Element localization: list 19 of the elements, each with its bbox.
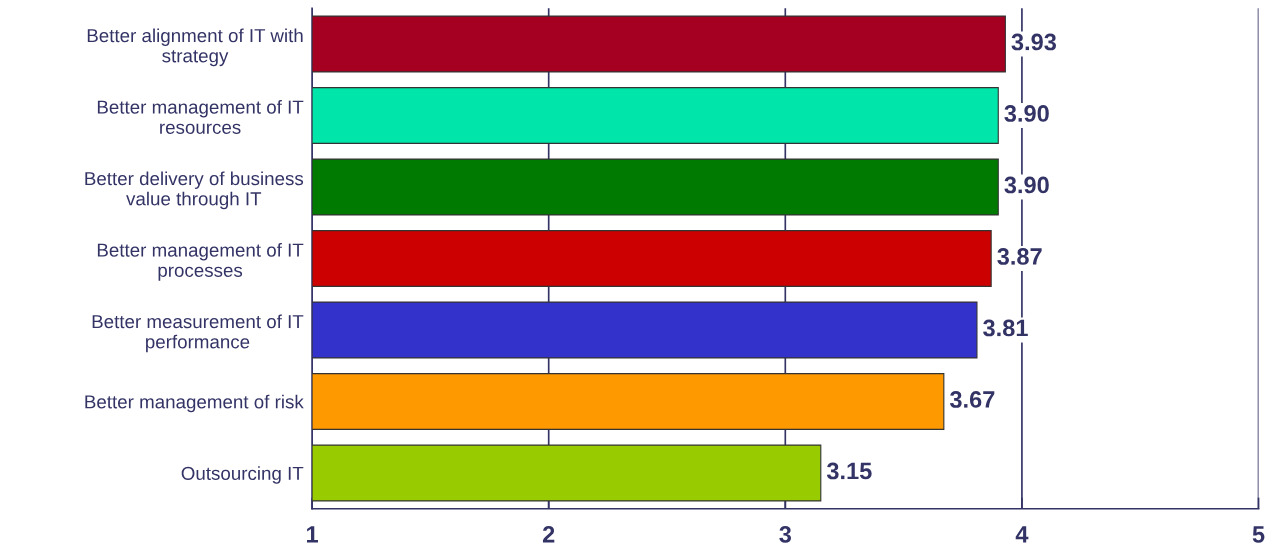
- y-tick-label: Better delivery of business value through IT: [85, 171, 304, 210]
- y-tick-label: Outsourcing IT: [181, 466, 304, 484]
- x-tick-label: 4: [1015, 526, 1029, 543]
- x-tick-label: 1: [307, 526, 318, 543]
- x-tick-label: 2: [542, 526, 555, 543]
- y-tick-label: Better measurement of IT performance: [92, 314, 304, 353]
- y-tick-label: Better management of risk: [85, 394, 304, 413]
- data-label: 3.90: [1004, 105, 1049, 122]
- x-tick-label: 5: [1252, 526, 1265, 543]
- data-label: 3.15: [826, 462, 872, 480]
- data-label: 3.67: [949, 391, 995, 408]
- y-tick-label: Better alignment of IT with strategy: [87, 28, 303, 67]
- y-tick-label: Better management of IT processes: [97, 242, 304, 281]
- data-label: 3.87: [997, 248, 1042, 265]
- data-label: 3.90: [1004, 176, 1049, 194]
- x-tick-label: 3: [779, 526, 792, 543]
- y-tick-label: Better management of IT resources: [97, 99, 304, 134]
- data-label: 3.93: [1011, 33, 1057, 51]
- data-label: 3.81: [983, 319, 1028, 337]
